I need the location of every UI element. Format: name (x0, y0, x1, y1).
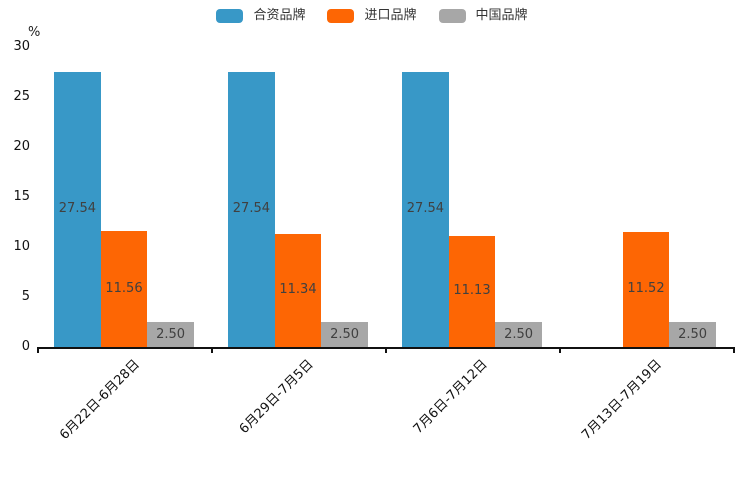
bar-value-label: 2.50 (156, 326, 186, 342)
y-axis-unit-label: % (28, 25, 41, 40)
legend: 合资品牌 进口品牌 中国品牌 (0, 6, 744, 26)
y-tick-label: 25 (13, 89, 30, 104)
x-tick-label-1: 6月29日-7月5日 (236, 357, 317, 437)
legend-item-2[interactable]: 中国品牌 (438, 8, 528, 23)
x-axis-tick (385, 347, 387, 353)
legend-label: 中国品牌 (475, 8, 528, 23)
bar-中国品牌-2 (495, 322, 542, 347)
y-tick-label: 0 (21, 339, 30, 354)
bar-value-label: 11.56 (105, 281, 143, 297)
legend-swatch-icon (327, 9, 355, 23)
x-axis-tick (733, 347, 735, 353)
bar-中国品牌-3 (669, 322, 716, 347)
bar-value-label: 27.54 (406, 201, 444, 217)
legend-label: 合资品牌 (253, 8, 306, 23)
bar-value-label: 11.52 (627, 281, 665, 297)
legend-item-0[interactable]: 合资品牌 (216, 9, 305, 23)
x-axis-tick (559, 347, 561, 353)
bar-进口品牌-2 (448, 235, 496, 347)
y-tick-label: 5 (21, 289, 30, 304)
bar-中国品牌-0 (147, 322, 194, 347)
bar-进口品牌-3 (622, 231, 670, 347)
bar-value-label: 27.54 (58, 201, 96, 217)
bar-value-label: 11.34 (279, 282, 317, 298)
bar-value-label: 2.50 (678, 326, 708, 342)
x-tick-label-2: 7月6日-7月12日 (410, 357, 491, 437)
legend-label: 进口品牌 (364, 8, 417, 23)
legend-swatch-icon (216, 9, 244, 23)
x-axis-tick (37, 347, 39, 353)
x-tick-label-0: 6月22日-6月28日 (56, 357, 143, 443)
y-tick-label: 20 (13, 139, 30, 154)
legend-item-1[interactable]: 进口品牌 (327, 8, 417, 23)
bar-value-label: 27.54 (232, 201, 270, 217)
bar-value-label: 2.50 (330, 326, 360, 342)
bar-进口品牌-1 (274, 233, 322, 347)
bar-合资品牌-0 (54, 71, 101, 347)
bar-进口品牌-0 (100, 231, 148, 347)
bar-合资品牌-2 (402, 71, 449, 347)
bar-value-label: 11.13 (453, 283, 491, 299)
y-tick-label: 15 (13, 189, 30, 204)
x-tick-label-3: 7月13日-7月19日 (578, 357, 665, 443)
bar-中国品牌-1 (321, 322, 368, 347)
y-tick-label: 10 (13, 239, 30, 254)
y-tick-label: 30 (13, 39, 30, 54)
legend-swatch-icon (438, 9, 466, 23)
x-axis-tick (211, 347, 213, 353)
bar-合资品牌-1 (228, 71, 275, 347)
bar-value-label: 2.50 (504, 326, 534, 342)
